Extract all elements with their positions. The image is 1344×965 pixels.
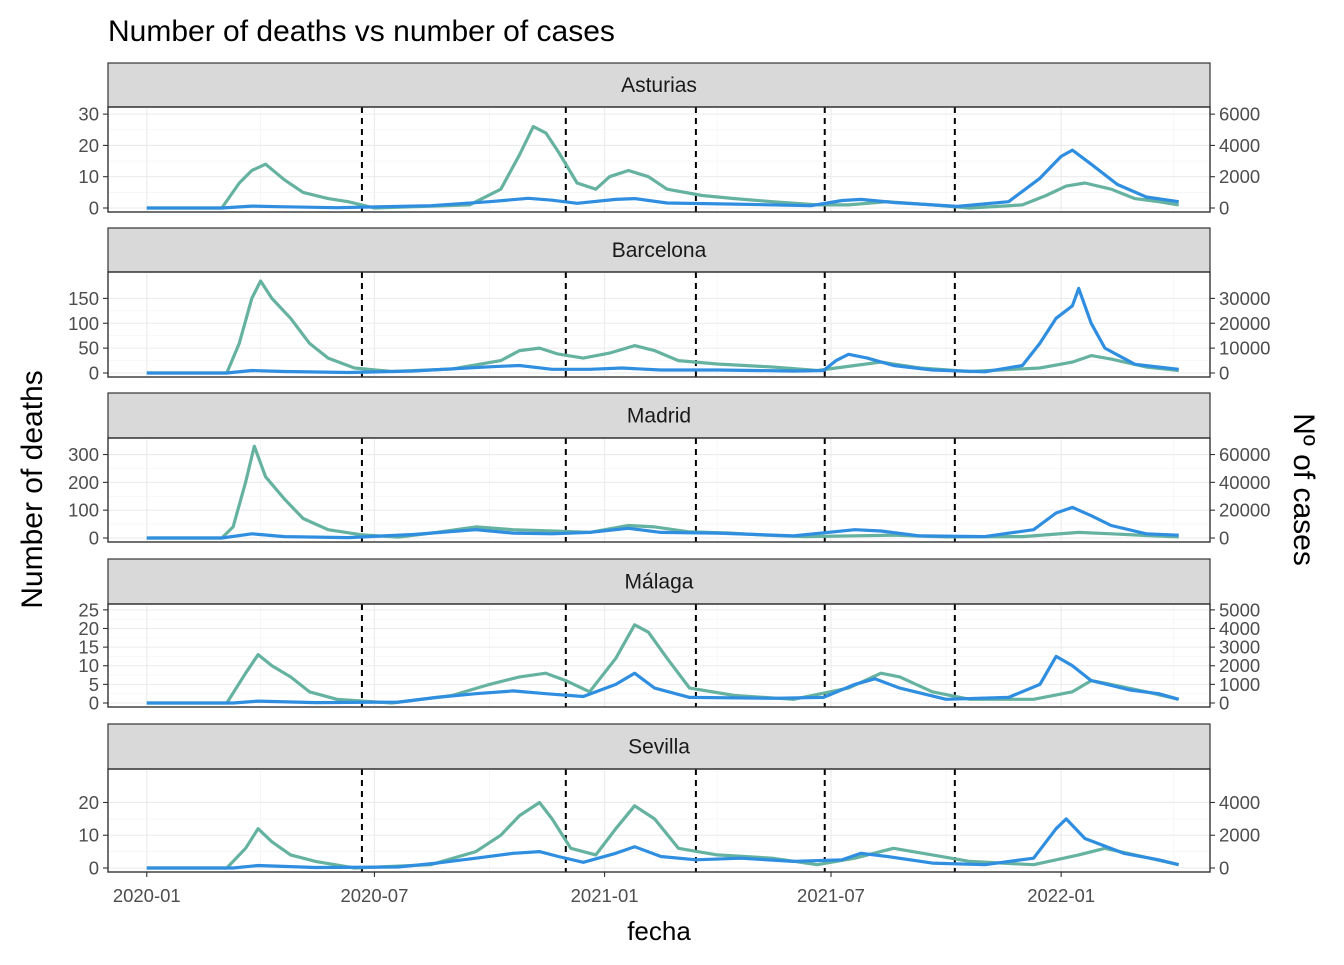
deaths-line	[146, 124, 1179, 210]
y-tick-label-right: 20000	[1219, 313, 1270, 334]
y-tick-label-right: 30000	[1219, 288, 1270, 309]
facet-barcelona: Barcelona 0 50 100 150 0 10000 20000 30000	[68, 227, 1270, 384]
y-tick-label-left: 30	[78, 104, 99, 125]
facet-strip-label: Madrid	[627, 405, 691, 428]
panel-border	[107, 603, 1211, 708]
x-axis-title: fecha	[627, 916, 691, 946]
panel-border	[107, 271, 1211, 378]
y-tick-label-right: 0	[1219, 363, 1229, 384]
x-tick-label: 2020-07	[340, 885, 408, 906]
facet-sevilla: Sevilla 0 10 20 0 2000 4000	[78, 723, 1260, 879]
y-tick-label-right: 1000	[1219, 674, 1260, 695]
y-tick-label-left: 20	[78, 618, 99, 639]
y-tick-label-left: 50	[78, 338, 99, 359]
facet-strip	[107, 392, 1211, 439]
y-tick-label-left: 0	[89, 858, 99, 879]
y-tick-label-right: 0	[1219, 528, 1229, 549]
y-axis-title-right: Nº of cases	[1287, 413, 1320, 566]
y-tick-label-left: 10	[78, 655, 99, 676]
y-axis-title-left: Number of deaths	[16, 370, 49, 608]
y-tick-label-right: 4000	[1219, 618, 1260, 639]
y-tick-label-left: 20	[78, 135, 99, 156]
y-tick-label-left: 0	[89, 198, 99, 219]
cases-line	[146, 148, 1179, 210]
facet-panels: Asturias01020300200040006000Barcelona050…	[68, 62, 1270, 879]
x-tick-label: 2022-01	[1027, 885, 1095, 906]
y-tick-label-right: 4000	[1219, 135, 1260, 156]
deaths-line	[146, 623, 1180, 705]
facet-madrid: Madrid 0 100 200 300 0 20000 40000 60000	[68, 392, 1270, 549]
y-tick-label-left: 300	[68, 444, 99, 465]
facet-asturias: Asturias 0 10 20 30 0 2000 4000 6000	[78, 62, 1260, 219]
facet-strip	[107, 558, 1211, 605]
y-tick-label-left: 5	[89, 674, 99, 695]
facet-strip-label: Barcelona	[612, 239, 707, 262]
panel-border	[107, 437, 1211, 543]
y-tick-label-right: 0	[1219, 198, 1229, 219]
cases-line	[146, 505, 1179, 540]
x-tick-label: 2020-01	[113, 885, 181, 906]
y-tick-label-left: 20	[78, 792, 99, 813]
y-tick-label-left: 10	[78, 825, 99, 846]
y-tick-label-right: 60000	[1219, 444, 1270, 465]
facet-strip-label: Málaga	[625, 571, 694, 594]
y-tick-label-right: 40000	[1219, 472, 1270, 493]
panel-border	[107, 768, 1211, 873]
facet-strip-label: Asturias	[621, 74, 697, 97]
deaths-line	[146, 279, 1179, 375]
facet-strip	[107, 227, 1211, 273]
facet-strip	[107, 723, 1211, 770]
y-tick-label-right: 3000	[1219, 637, 1260, 658]
facet-strip	[107, 62, 1211, 108]
cases-line	[146, 654, 1180, 705]
y-tick-label-right: 2000	[1219, 825, 1260, 846]
y-tick-label-left: 25	[78, 599, 99, 620]
facet-strip-label: Sevilla	[628, 736, 690, 759]
cases-line	[146, 817, 1180, 870]
y-tick-label-right: 6000	[1219, 104, 1260, 125]
y-tick-label-right: 4000	[1219, 792, 1260, 813]
x-tick-label: 2021-07	[797, 885, 865, 906]
y-tick-label-left: 0	[89, 528, 99, 549]
y-tick-label-left: 100	[68, 500, 99, 521]
y-tick-label-left: 150	[68, 288, 99, 309]
deaths-line	[146, 800, 1180, 870]
chart-title: Number of deaths vs number of cases	[108, 15, 615, 48]
y-tick-label-right: 2000	[1219, 166, 1260, 187]
y-tick-label-left: 15	[78, 637, 99, 658]
y-tick-label-right: 10000	[1219, 338, 1270, 359]
y-tick-label-left: 200	[68, 472, 99, 493]
y-tick-label-left: 100	[68, 313, 99, 334]
y-tick-label-left: 0	[89, 693, 99, 714]
x-axis: 2020-01 2020-07 2021-01 2021-07 2022-01	[113, 872, 1095, 906]
y-tick-label-right: 2000	[1219, 655, 1260, 676]
y-tick-label-right: 5000	[1219, 599, 1260, 620]
y-tick-label-right: 0	[1219, 693, 1229, 714]
cases-line	[146, 286, 1179, 375]
y-tick-label-left: 10	[78, 166, 99, 187]
y-tick-label-right: 20000	[1219, 500, 1270, 521]
x-tick-label: 2021-01	[571, 885, 639, 906]
panel-border	[107, 106, 1211, 213]
y-tick-label-right: 0	[1219, 858, 1229, 879]
y-tick-label-left: 0	[89, 363, 99, 384]
